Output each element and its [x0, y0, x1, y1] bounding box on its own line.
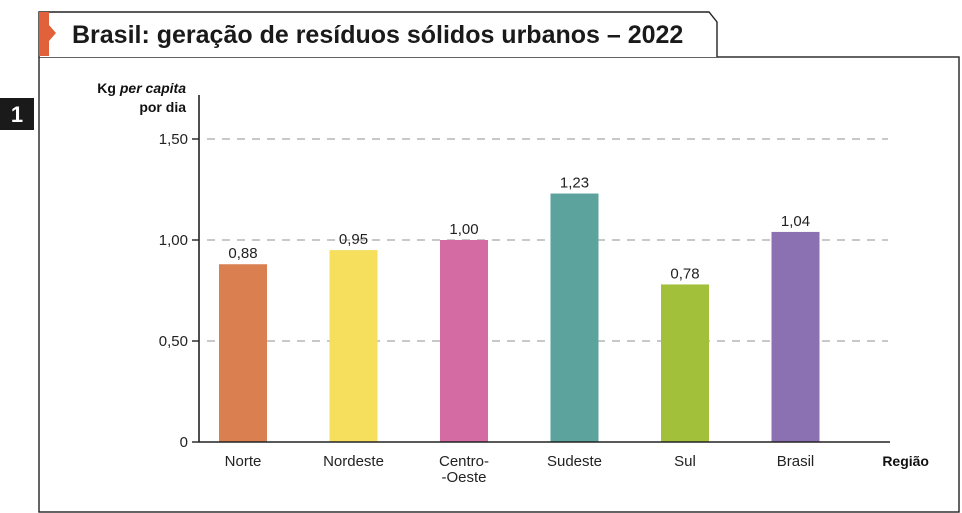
x-tick-label: -Oeste — [441, 469, 486, 486]
figure-badge-box — [0, 98, 34, 130]
title-tab: Brasil: geração de resíduos sólidos urba… — [38, 11, 718, 57]
y-tick-label: 1,50 — [159, 131, 188, 148]
data-label: 0,88 — [228, 245, 257, 262]
x-tick-label: Brasil — [777, 453, 815, 470]
bar — [440, 240, 488, 442]
title-accent-arrow — [49, 25, 56, 41]
y-axis-title-line1: Kg per capita — [97, 80, 186, 96]
x-tick-label: Sul — [674, 453, 696, 470]
axes: 0 0,50 1,00 1,50 Norte Nordeste Centro--Oeste S… — [159, 95, 890, 486]
data-label: 1,00 — [449, 221, 478, 238]
figure-badge: 1 — [0, 98, 34, 130]
bar — [329, 250, 378, 442]
x-axis-title: Região — [882, 453, 929, 469]
y-tick-label: 1,00 — [159, 232, 188, 249]
chart-frame — [38, 56, 960, 513]
y-tick-label: 0 — [180, 434, 188, 451]
y-axis-title-line2: por dia — [139, 99, 186, 115]
bar — [661, 284, 709, 442]
y-axis-title-kg: Kg — [97, 80, 120, 96]
data-label: 1,23 — [560, 175, 589, 192]
data-label: 0,78 — [670, 265, 699, 282]
x-tick-label: Sudeste — [547, 453, 602, 470]
bars: 0,88 0,95 1,00 1,23 0,78 1,04 — [219, 175, 820, 442]
y-tick-label: 0,50 — [159, 333, 188, 350]
chart-title: Brasil: geração de resíduos sólidos urba… — [72, 21, 683, 49]
bar — [771, 231, 820, 442]
data-label: 0,95 — [339, 231, 368, 248]
figure-number: 1 — [11, 102, 23, 127]
x-tick-label: Norte — [225, 453, 262, 470]
bar — [550, 193, 599, 442]
x-tick-label: Centro- — [439, 453, 489, 470]
x-tick-label: Nordeste — [323, 453, 384, 470]
title-accent-bar — [39, 12, 49, 56]
data-label: 1,04 — [781, 213, 810, 230]
y-axis-title-percapita: per capita — [119, 80, 186, 96]
bar — [219, 264, 267, 442]
